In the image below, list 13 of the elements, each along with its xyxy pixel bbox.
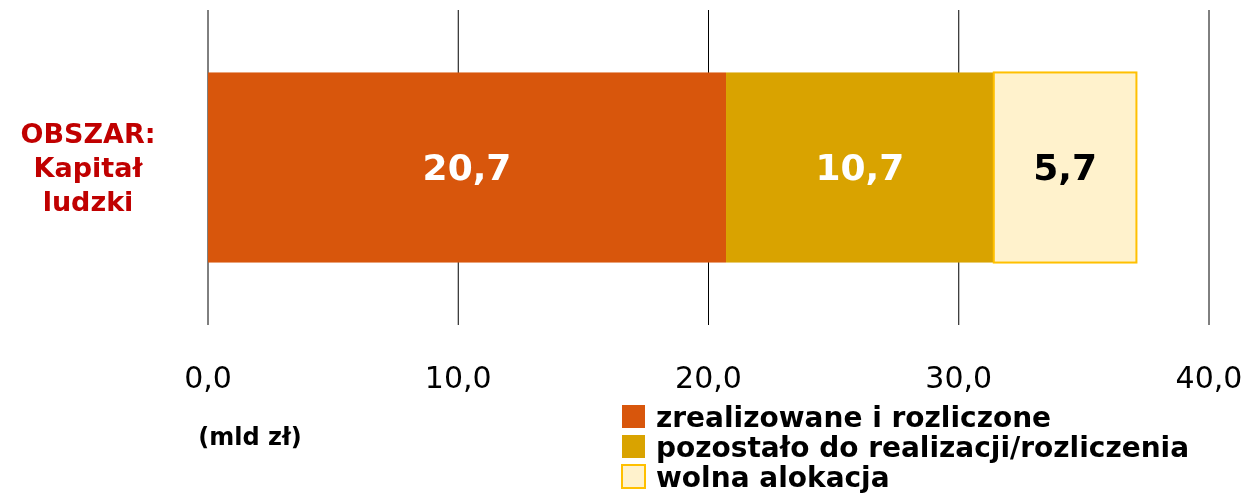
bar — [726, 72, 994, 263]
data-label: 10,7 — [815, 147, 905, 189]
x-axis-title: (mld zł) — [198, 423, 302, 451]
x-tick-label: 40,0 — [1175, 360, 1243, 395]
x-tick-label: 10,0 — [424, 360, 492, 395]
x-tick-label: 0,0 — [184, 360, 232, 395]
x-tick-label: 30,0 — [925, 360, 993, 395]
x-tick-label: 20,0 — [675, 360, 742, 395]
y-tick-label: OBSZAR: Kapitał ludzki — [20, 117, 156, 217]
data-label: 5,7 — [1033, 147, 1097, 189]
bar — [208, 72, 727, 263]
bar — [992, 71, 1138, 264]
data-label: 20,7 — [422, 147, 512, 189]
